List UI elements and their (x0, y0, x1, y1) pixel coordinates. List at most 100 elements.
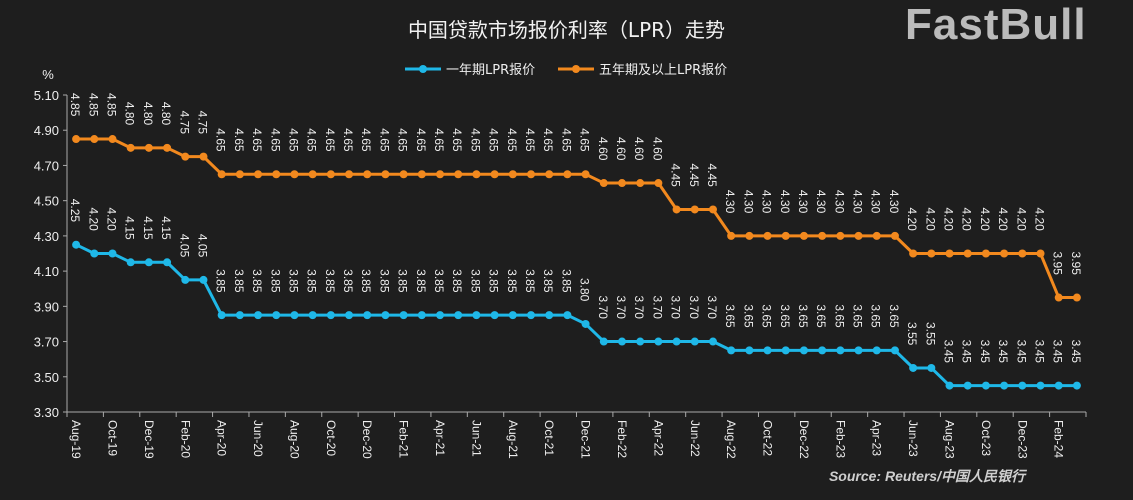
data-label: 4.45 (687, 163, 701, 187)
data-point (472, 170, 481, 179)
data-label: 3.85 (377, 269, 391, 293)
data-label: 3.85 (559, 269, 573, 293)
data-label: 3.45 (996, 340, 1010, 364)
data-point (708, 337, 717, 346)
data-point (909, 363, 918, 372)
data-label: 4.30 (760, 190, 774, 214)
data-point (417, 170, 426, 179)
data-label: 4.20 (104, 208, 118, 232)
data-label: 4.30 (832, 190, 846, 214)
data-label: 4.15 (159, 216, 173, 240)
data-label: 4.20 (978, 208, 992, 232)
x-tick-label: Apr-22 (651, 420, 665, 456)
data-point (126, 258, 135, 267)
data-label: 3.65 (869, 304, 883, 328)
x-tick-label: Apr-23 (870, 420, 884, 456)
data-label: 3.45 (1014, 340, 1028, 364)
y-tick-label: 4.30 (34, 229, 59, 244)
data-point (1054, 293, 1063, 302)
data-label: 4.65 (523, 128, 537, 152)
data-label: 4.20 (923, 208, 937, 232)
data-label: 4.20 (996, 208, 1010, 232)
data-point (399, 311, 408, 320)
data-point (454, 311, 463, 320)
data-label: 3.95 (1069, 252, 1083, 276)
data-point (363, 170, 372, 179)
y-tick-label: 4.10 (34, 264, 59, 279)
data-label: 4.65 (268, 128, 282, 152)
data-label: 3.85 (468, 269, 482, 293)
data-point (72, 135, 81, 144)
data-label: 3.45 (978, 340, 992, 364)
data-point (636, 337, 645, 346)
x-tick-label: Dec-19 (142, 420, 156, 459)
data-label: 4.20 (1014, 208, 1028, 232)
data-point (290, 170, 299, 179)
data-point (763, 346, 772, 355)
data-point (909, 249, 918, 258)
y-axis-unit: % (42, 67, 54, 82)
data-label: 3.65 (741, 304, 755, 328)
data-point (144, 258, 153, 267)
x-tick-label: Feb-21 (397, 420, 411, 458)
data-point (1072, 293, 1081, 302)
data-point (181, 152, 190, 161)
data-point (1018, 249, 1027, 258)
data-label: 4.65 (250, 128, 264, 152)
data-point (235, 170, 244, 179)
data-label: 4.20 (960, 208, 974, 232)
data-label: 3.85 (505, 269, 519, 293)
data-label: 3.85 (250, 269, 264, 293)
data-point (654, 337, 663, 346)
data-label: 3.70 (705, 296, 719, 320)
data-label: 3.65 (832, 304, 846, 328)
data-point (90, 249, 99, 258)
data-label: 3.65 (796, 304, 810, 328)
x-tick-label: Jun-21 (469, 420, 483, 457)
data-point (508, 311, 517, 320)
data-label: 4.80 (123, 102, 137, 126)
data-point (326, 170, 335, 179)
y-tick-label: 4.70 (34, 158, 59, 173)
data-point (945, 249, 954, 258)
data-label: 4.60 (614, 137, 628, 161)
data-label: 3.85 (541, 269, 555, 293)
data-point (745, 231, 754, 240)
data-label: 4.75 (195, 111, 209, 135)
data-label: 3.85 (487, 269, 501, 293)
legend-marker (572, 65, 580, 73)
data-point (508, 170, 517, 179)
x-tick-label: Jun-22 (688, 420, 702, 457)
data-label: 4.65 (341, 128, 355, 152)
data-label: 4.65 (541, 128, 555, 152)
data-label: 3.45 (1051, 340, 1065, 364)
data-label: 3.65 (778, 304, 792, 328)
data-point (436, 170, 445, 179)
x-tick-label: Dec-21 (579, 420, 593, 459)
data-label: 4.15 (123, 216, 137, 240)
data-label: 3.70 (596, 296, 610, 320)
y-tick-label: 4.50 (34, 194, 59, 209)
data-point (727, 231, 736, 240)
data-label: 4.30 (887, 190, 901, 214)
data-label: 3.70 (669, 296, 683, 320)
data-point (308, 170, 317, 179)
data-point (163, 258, 172, 267)
data-point (199, 275, 208, 284)
data-point (890, 346, 899, 355)
data-label: 4.85 (104, 93, 118, 117)
data-label: 4.15 (141, 216, 155, 240)
data-point (417, 311, 426, 320)
data-point (654, 179, 663, 188)
data-point (890, 231, 899, 240)
data-point (981, 381, 990, 390)
data-label: 3.85 (286, 269, 300, 293)
data-point (381, 311, 390, 320)
data-point (854, 346, 863, 355)
data-point (799, 346, 808, 355)
data-label: 4.85 (86, 93, 100, 117)
data-point (272, 170, 281, 179)
legend-label: 五年期及以上LPR报价 (599, 63, 727, 78)
x-tick-label: Oct-23 (979, 420, 993, 456)
data-label: 4.45 (705, 163, 719, 187)
